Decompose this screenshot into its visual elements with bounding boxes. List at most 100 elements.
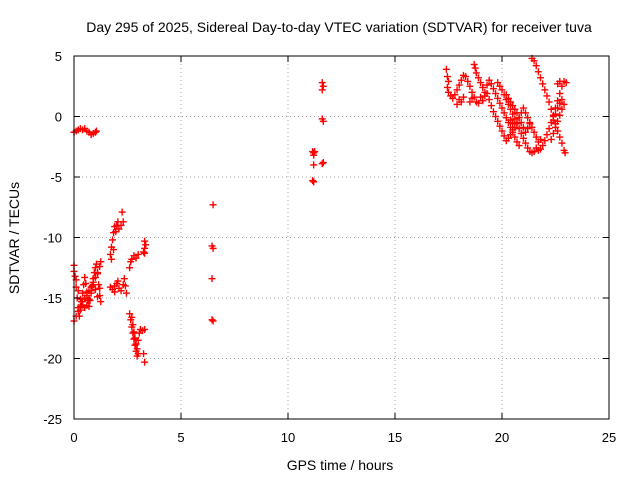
data-point	[133, 345, 141, 353]
data-point	[500, 132, 508, 140]
data-point	[453, 86, 461, 94]
data-point	[318, 79, 326, 87]
data-point	[114, 277, 122, 285]
data-point	[556, 99, 564, 107]
data-point	[319, 82, 327, 90]
data-point	[511, 115, 519, 123]
data-point	[511, 123, 519, 131]
data-point	[532, 133, 540, 141]
data-point	[91, 273, 99, 281]
data-point	[537, 74, 545, 82]
data-point	[474, 99, 482, 107]
data-point	[519, 123, 527, 131]
data-point	[541, 86, 549, 94]
data-point	[81, 273, 89, 281]
data-point	[74, 307, 82, 315]
data-point	[85, 295, 93, 303]
data-point	[558, 82, 566, 90]
data-point	[94, 269, 102, 277]
data-point	[519, 104, 527, 112]
data-point	[91, 128, 99, 136]
data-point	[106, 250, 114, 258]
data-point	[513, 119, 521, 127]
data-point	[547, 135, 555, 143]
data-point	[537, 135, 545, 143]
y-tick-label: -20	[43, 352, 62, 367]
data-point	[545, 125, 553, 133]
data-point	[466, 98, 474, 106]
data-point	[494, 79, 502, 87]
data-point	[79, 289, 87, 297]
data-point	[498, 86, 506, 94]
data-point	[524, 114, 532, 122]
data-point	[489, 85, 497, 93]
data-point	[130, 328, 138, 336]
data-point	[543, 131, 551, 139]
y-tick-label: 0	[55, 110, 62, 125]
data-point	[140, 248, 148, 256]
data-point	[539, 80, 547, 88]
data-point	[117, 287, 125, 295]
data-point	[530, 128, 538, 136]
y-tick-label: -15	[43, 291, 62, 306]
data-point	[141, 325, 149, 333]
data-point	[468, 94, 476, 102]
data-point	[107, 255, 115, 263]
data-point	[96, 263, 104, 271]
data-point	[140, 350, 148, 358]
data-point	[468, 88, 476, 96]
y-tick-label: -5	[50, 170, 62, 185]
data-point	[141, 249, 149, 257]
data-point	[310, 178, 318, 186]
data-point	[74, 287, 82, 295]
data-point	[500, 109, 508, 117]
data-point	[522, 128, 530, 136]
data-point	[554, 104, 562, 112]
data-point	[119, 218, 127, 226]
data-point	[318, 160, 326, 168]
data-point	[507, 131, 515, 139]
data-point	[487, 102, 495, 110]
data-point	[82, 279, 90, 287]
data-point	[310, 161, 318, 169]
data-point	[479, 97, 487, 105]
axis-ticks: 0 5 10 15 20 25 -25 -20 -15 -10 -5 0 5	[43, 49, 616, 445]
x-tick-label: 15	[388, 430, 402, 445]
data-point	[543, 92, 551, 100]
data-point	[502, 91, 510, 99]
chart-title: Day 295 of 2025, Sidereal Day-to-day VTE…	[86, 19, 592, 35]
data-point	[89, 281, 97, 289]
data-point	[130, 335, 138, 343]
data-point	[109, 236, 117, 244]
data-point	[492, 90, 500, 98]
data-point	[118, 208, 126, 216]
data-point	[504, 94, 512, 102]
data-point	[445, 77, 452, 85]
data-point	[556, 111, 564, 119]
data-point	[547, 105, 555, 113]
data-point	[141, 358, 149, 366]
data-point	[561, 149, 569, 157]
data-point	[526, 119, 534, 127]
data-point	[496, 82, 504, 90]
data-point	[122, 289, 130, 297]
data-point	[310, 151, 318, 159]
data-point	[558, 105, 566, 113]
data-point	[530, 57, 538, 65]
data-point	[462, 73, 470, 81]
data-point	[110, 246, 118, 254]
data-point	[494, 94, 502, 102]
data-point	[509, 102, 517, 110]
data-point	[451, 91, 459, 99]
data-point	[509, 120, 517, 128]
data-point	[513, 138, 521, 146]
data-point	[309, 177, 317, 185]
data-point	[129, 321, 137, 329]
data-point	[552, 123, 559, 131]
data-point	[517, 129, 525, 137]
data-point	[445, 88, 452, 96]
data-point	[524, 144, 532, 152]
data-point	[554, 127, 562, 135]
x-tick-label: 25	[602, 430, 616, 445]
